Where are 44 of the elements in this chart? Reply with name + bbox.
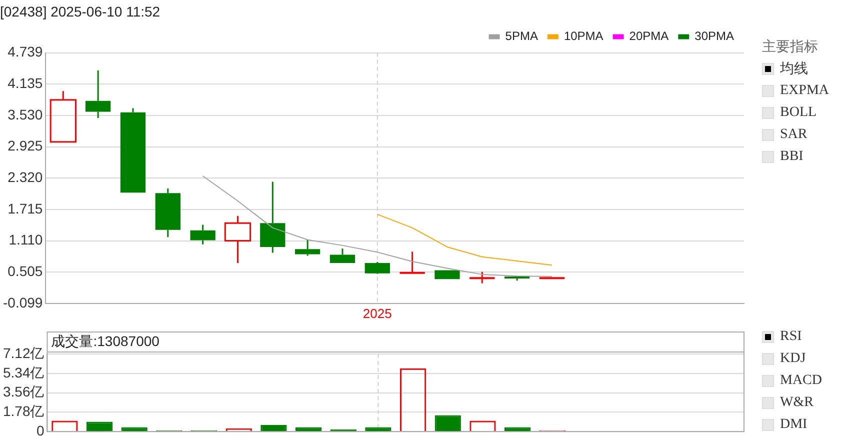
x-tick-label: 2025 — [362, 306, 392, 321]
y-tick-label: 5.34亿 — [3, 364, 44, 380]
y-tick-label: 0.505 — [8, 262, 43, 279]
y-tick-label: 0 — [36, 422, 44, 438]
y-tick-label: 4.135 — [8, 74, 43, 91]
chart-title: [02438] 2025-06-10 11:52 — [0, 3, 160, 20]
chart-title: 成交量:13087000 — [51, 332, 160, 349]
candlestick — [400, 250, 425, 274]
y-tick-label: 1.110 — [8, 232, 43, 248]
candlestick — [470, 271, 495, 284]
candlestick — [155, 188, 180, 238]
text: BOLL — [780, 105, 817, 121]
text: KDJ — [780, 351, 806, 367]
text: DMI — [780, 417, 808, 433]
y-tick-label: 2.320 — [8, 168, 43, 185]
y-tick-label: 1.78亿 — [3, 403, 44, 420]
text: BBI — [780, 149, 804, 165]
y-tick-label: 2.925 — [8, 138, 43, 154]
candlestick — [120, 107, 146, 193]
text: SAR — [780, 127, 808, 143]
text: EXPMA — [780, 83, 830, 99]
legend-label: 5PMA — [505, 29, 538, 44]
candlestick — [190, 224, 216, 246]
candlestick — [294, 238, 320, 257]
text: RSI — [780, 329, 802, 345]
legend-label: 10PMA — [564, 29, 604, 44]
text: MACD — [780, 373, 822, 389]
candlestick — [504, 276, 530, 282]
y-tick-label: 3.530 — [8, 106, 43, 122]
y-tick-label: 4.739 — [8, 44, 43, 60]
candlestick — [260, 180, 286, 254]
candlestick — [50, 90, 76, 143]
y-tick-label: -0.099 — [2, 294, 43, 310]
candlestick — [330, 248, 356, 264]
y-tick-label: 1.715 — [8, 200, 43, 216]
text: W&R — [780, 395, 814, 411]
candlestick — [364, 261, 390, 274]
candlestick — [86, 70, 111, 119]
y-tick-label: 7.12亿 — [3, 344, 44, 361]
text: 主要指标 — [762, 38, 818, 56]
legend-label: 30PMA — [694, 29, 734, 44]
legend-label: 20PMA — [629, 29, 669, 44]
y-tick-label: 3.56亿 — [3, 384, 44, 400]
text: 均线 — [780, 60, 808, 78]
